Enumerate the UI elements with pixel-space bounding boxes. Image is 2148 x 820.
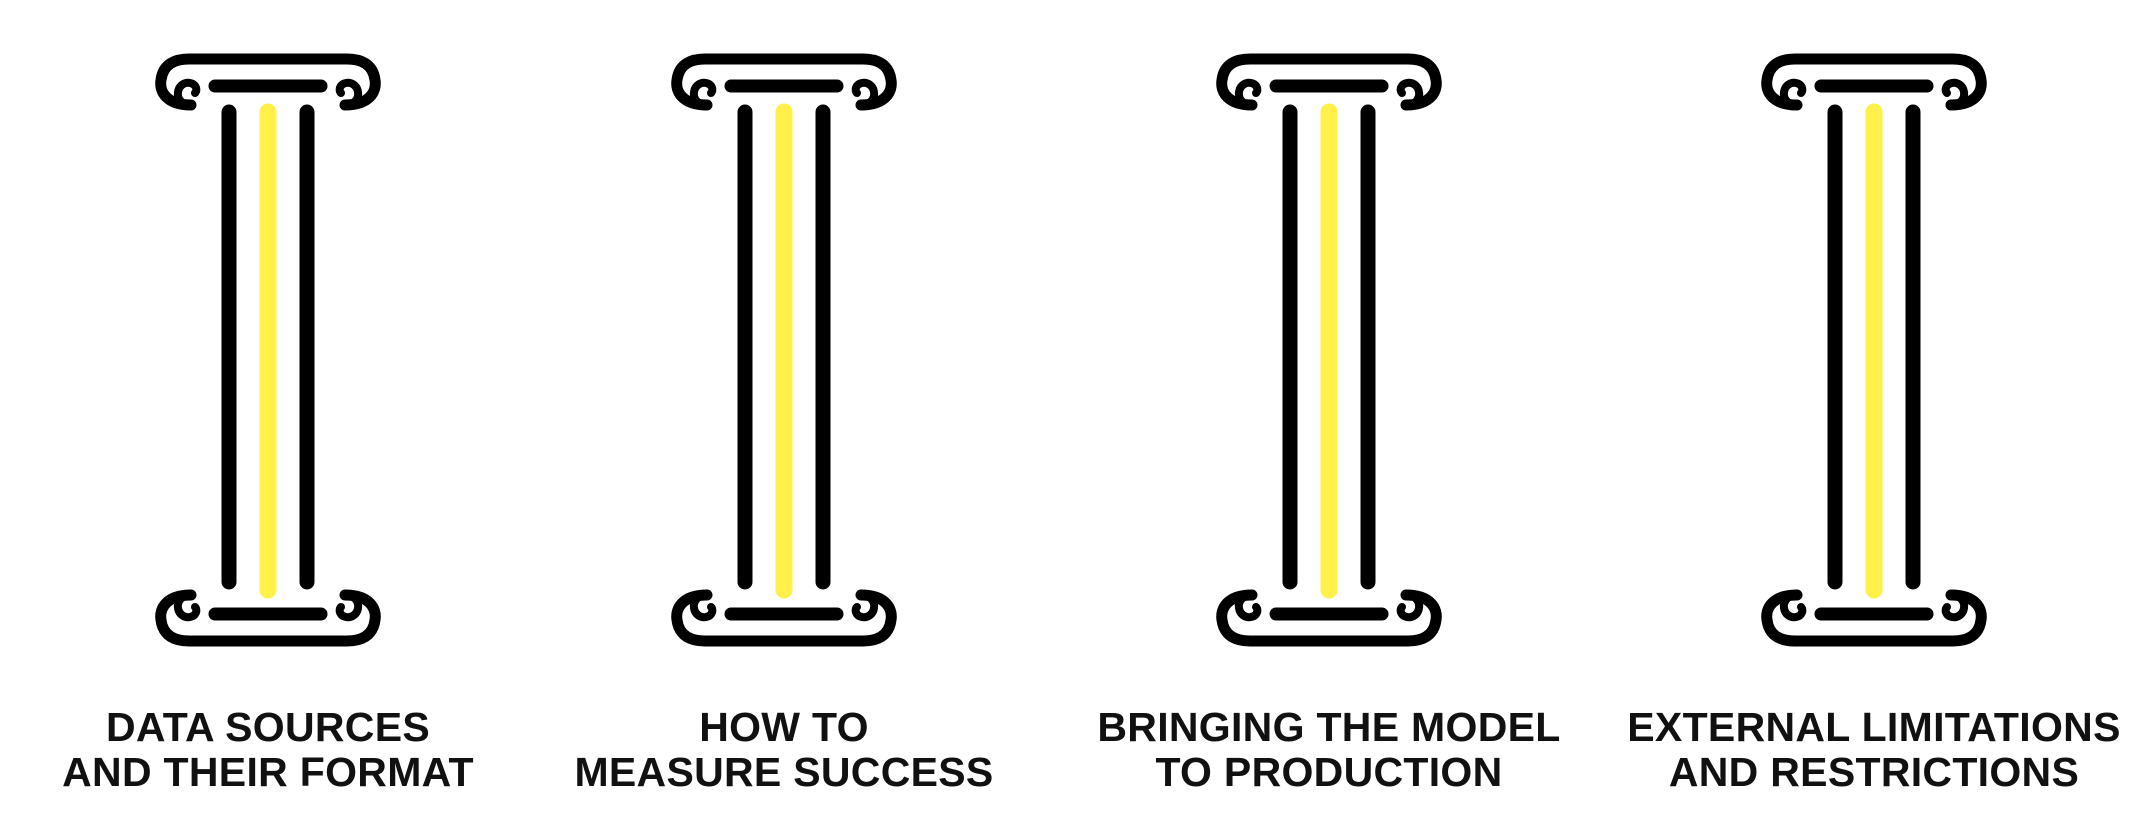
caption-line-2: AND RESTRICTIONS bbox=[1668, 749, 2080, 795]
caption-line-1: BRINGING THE MODEL bbox=[1097, 704, 1561, 750]
caption-line-2: TO PRODUCTION bbox=[1155, 749, 1503, 795]
pillar-data-sources: DATA SOURCES AND THEIR FORMAT bbox=[0, 0, 548, 820]
pillar-caption: EXTERNAL LIMITATIONS AND RESTRICTIONS bbox=[1594, 705, 2148, 795]
pillar-caption: DATA SOURCES AND THEIR FORMAT bbox=[0, 705, 548, 795]
pillar-model-to-production: BRINGING THE MODEL TO PRODUCTION bbox=[1049, 0, 1609, 820]
caption-line-1: DATA SOURCES bbox=[105, 704, 430, 750]
column-icon bbox=[1214, 50, 1444, 650]
pillar-caption: HOW TO MEASURE SUCCESS bbox=[504, 705, 1064, 795]
caption-line-2: AND THEIR FORMAT bbox=[62, 749, 474, 795]
column-icon bbox=[153, 50, 383, 650]
pillar-external-limitations: EXTERNAL LIMITATIONS AND RESTRICTIONS bbox=[1594, 0, 2148, 820]
pillar-measure-success: HOW TO MEASURE SUCCESS bbox=[504, 0, 1064, 820]
pillar-caption: BRINGING THE MODEL TO PRODUCTION bbox=[1049, 705, 1609, 795]
caption-line-1: EXTERNAL LIMITATIONS bbox=[1627, 704, 2121, 750]
column-icon bbox=[1759, 50, 1989, 650]
caption-line-2: MEASURE SUCCESS bbox=[574, 749, 994, 795]
caption-line-1: HOW TO bbox=[699, 704, 869, 750]
column-icon bbox=[669, 50, 899, 650]
